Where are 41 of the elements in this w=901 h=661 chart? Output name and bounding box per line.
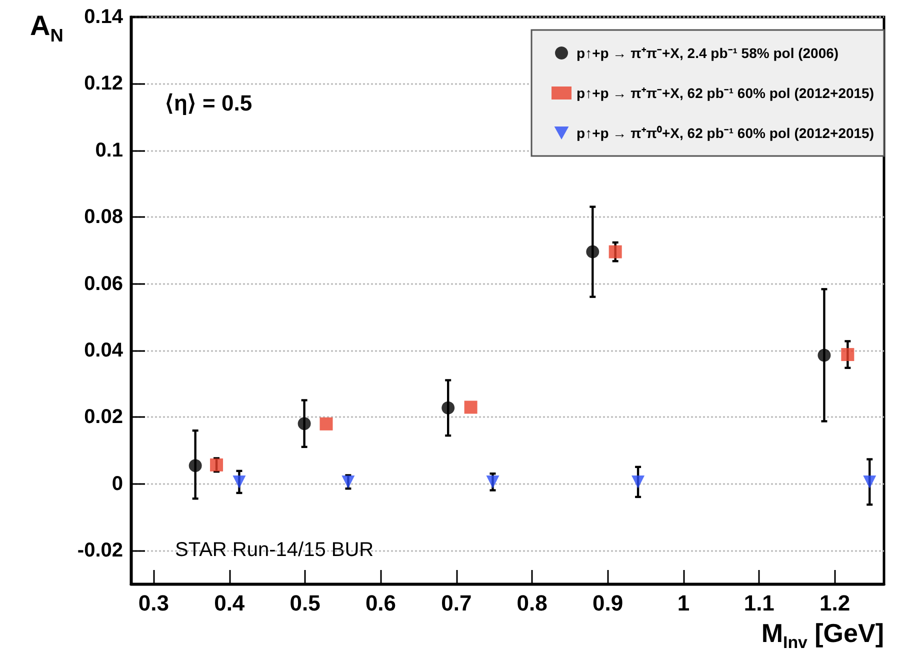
point	[464, 400, 478, 414]
point	[442, 401, 455, 414]
y-tick-label: 0.12	[84, 72, 123, 95]
point	[232, 475, 246, 488]
y-tick-label: 0.08	[84, 206, 123, 228]
point	[586, 245, 600, 258]
x-tick-label: 0.6	[365, 590, 396, 616]
x-tick-label: 0.5	[290, 590, 320, 616]
annotation: ⟨η⟩ = 0.5	[165, 90, 252, 116]
point	[298, 417, 311, 430]
y-tick-label: 0	[112, 472, 123, 495]
point	[632, 475, 645, 488]
x-tick-label: 1	[677, 590, 690, 616]
x-tick-label: 1.1	[744, 590, 774, 616]
point	[841, 348, 854, 362]
y-tick-label: 0.02	[84, 406, 123, 428]
x-tick-label: 0.8	[516, 590, 548, 616]
point	[863, 475, 876, 488]
legend-label: p↑+p → π⁺π⁻+X, 62 pb⁻¹ 60% pol (2012+2015)	[576, 85, 874, 101]
y-tick-label: 0.1	[95, 139, 123, 162]
x-tick-label: 0.9	[592, 590, 624, 616]
point	[818, 348, 831, 362]
x-tick-label: 0.3	[138, 590, 169, 616]
point	[342, 475, 355, 488]
x-tick-label: 0.7	[441, 590, 472, 616]
x-tick-label: 0.4	[214, 590, 246, 616]
point	[486, 475, 500, 488]
y-tick-label: 0.06	[84, 272, 123, 295]
point	[210, 458, 224, 472]
x-tick-label: 1.2	[820, 590, 850, 616]
annotation: STAR Run-14/15 BUR	[175, 539, 374, 561]
legend-label: p↑+p → π⁺π⁰+X, 62 pb⁻¹ 60% pol (2012+2015)	[576, 125, 874, 141]
point	[608, 245, 622, 258]
y-axis-title: A$_{N}$	[30, 10, 64, 46]
y-tick-label: 0.14	[84, 6, 124, 28]
y-tick-label: 0.04	[84, 340, 124, 362]
y-tick-label: -0.02	[77, 540, 123, 562]
point	[188, 459, 202, 472]
point	[320, 417, 333, 430]
x-axis-title: M$_{Inv}$ [GeV]	[761, 618, 884, 652]
legend-label: p↑+p → π⁺π⁻+X, 2.4 pb⁻¹ 58% pol (2006)	[576, 45, 839, 61]
